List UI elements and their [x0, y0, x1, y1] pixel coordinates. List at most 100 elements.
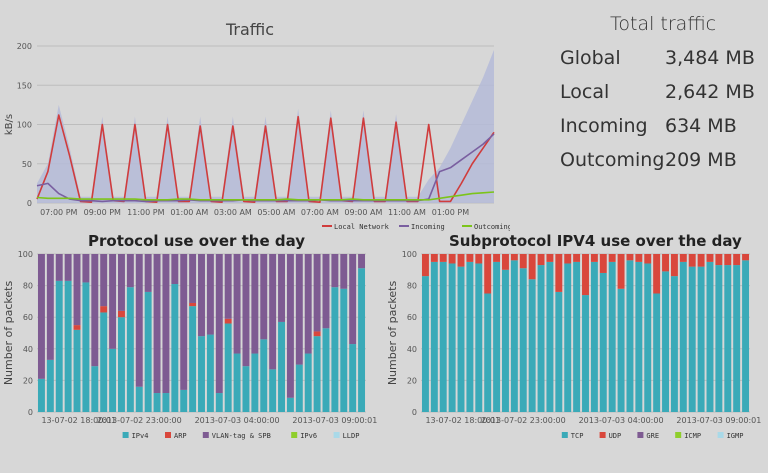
protocol-bar-ipv4	[340, 288, 348, 412]
protocol-bar-ipv4	[224, 323, 232, 412]
x-tick-label: 2013-07-03 09:00:01	[676, 416, 761, 425]
x-tick-label: 13-07-02 18:00:01	[425, 416, 500, 425]
legend-label: VLAN-tag & SPB	[212, 432, 271, 440]
subprotocol-bar-tcp	[466, 261, 474, 412]
legend-label: IPv6	[300, 432, 317, 440]
protocol-bar-vlan	[162, 254, 170, 394]
subprotocol-bar-udp	[733, 254, 741, 266]
subprotocol-bar-udp	[555, 254, 563, 292]
protocol-bar-ipv4	[162, 393, 170, 412]
subprotocol-bar-tcp	[546, 261, 554, 412]
protocol-bar-ipv4	[153, 393, 161, 412]
protocol-bar-vlan	[278, 254, 285, 322]
total-row-value: 209 MB	[665, 149, 737, 171]
legend-swatch	[599, 432, 606, 438]
subprotocol-bar-tcp	[617, 288, 625, 412]
protocol-bar-vlan	[251, 254, 259, 354]
y-tick-label: 100	[402, 250, 417, 259]
subprotocol-bar-tcp	[573, 261, 581, 412]
protocol-bar-vlan	[233, 254, 241, 354]
protocol-bar-ipv4	[171, 284, 179, 412]
y-tick-label: 100	[18, 250, 33, 259]
legend-label: GRE	[646, 432, 659, 440]
subprotocol-bar-udp	[679, 254, 687, 262]
subprotocol-bar-tcp	[608, 261, 616, 412]
protocol-bar-vlan	[135, 254, 143, 387]
protocol-bar-ipv4	[269, 369, 277, 412]
protocol-bar-ipv4	[198, 336, 205, 412]
protocol-bar-vlan	[73, 254, 81, 326]
protocol-bar-ipv4	[100, 312, 108, 412]
y-tick-label: 0	[28, 408, 33, 417]
x-tick-label: 07:00 AM	[301, 208, 339, 217]
subprotocol-bar-tcp	[475, 263, 483, 412]
subprotocol-bar-udp	[715, 254, 723, 266]
protocol-bar-vlan	[340, 254, 348, 289]
subprotocol-bar-udp	[466, 254, 474, 262]
subprotocol-bar-tcp	[439, 261, 447, 412]
y-tick-label: 40	[407, 345, 417, 354]
protocol-bar-ipv4	[331, 287, 339, 412]
subprotocol-bar-udp	[537, 254, 545, 266]
protocol-bar-ipv4	[144, 291, 152, 412]
y-tick-label: 60	[407, 313, 417, 322]
legend-label: UDP	[609, 432, 622, 440]
y-tick-label: 0	[412, 408, 417, 417]
x-tick-label: 13-07-02 18:00:01	[41, 416, 116, 425]
x-tick-label: 2013-07-03 04:00:00	[195, 416, 280, 425]
legend-label: Outcoming	[474, 223, 510, 231]
total-row-value: 2,642 MB	[665, 81, 755, 103]
protocol-bar-vlan	[171, 254, 179, 285]
protocol-bar-vlan	[242, 254, 250, 367]
protocol-bar-ipv4	[109, 348, 117, 412]
subprotocol-bar-udp	[439, 254, 447, 262]
protocol-bar-vlan	[198, 254, 205, 337]
x-tick-label: 11:00 AM	[388, 208, 426, 217]
subprotocol-bar-udp	[430, 254, 438, 262]
legend-swatch	[202, 432, 209, 438]
protocol-bar-vlan	[189, 254, 197, 303]
subprotocol-bar-udp	[502, 254, 509, 270]
legend-swatch	[122, 432, 129, 438]
series-line-outcoming	[36, 191, 495, 201]
subprotocol-bar-udp	[688, 254, 696, 267]
subprotocol-bar-tcp	[493, 261, 501, 412]
protocol-bar-vlan	[153, 254, 161, 394]
subprotocol-bar-tcp	[715, 265, 723, 412]
protocol-bar-ipv4	[304, 353, 312, 412]
subprotocol-bar-tcp	[679, 261, 687, 412]
subprotocol-bar-tcp	[733, 265, 741, 412]
legend-label: IGMP	[727, 432, 744, 440]
subprotocol-bar-udp	[457, 254, 465, 267]
subprotocol-bar-udp	[519, 254, 527, 269]
y-tick-label: 100	[17, 121, 32, 130]
x-tick-label: 2013-07-03 09:00:01	[292, 416, 377, 425]
x-tick-label: 2013-07-03 04:00:00	[579, 416, 664, 425]
y-axis-label: Number of packets	[386, 281, 399, 386]
subprotocol-bar-tcp	[653, 293, 661, 412]
protocol-bar-arp	[73, 325, 81, 330]
legend-swatch	[637, 432, 644, 438]
subprotocol-bar-tcp	[457, 266, 465, 412]
x-tick-label: 05:00 AM	[257, 208, 295, 217]
subprotocol-bar-tcp	[590, 261, 598, 412]
subprotocol-bar-tcp	[582, 295, 589, 412]
total-row-label: Outcoming	[560, 149, 665, 171]
protocol-bar-vlan	[260, 254, 268, 340]
subprotocol-bar-udp	[528, 254, 536, 280]
subprotocol-bar-tcp	[421, 276, 429, 412]
protocol-bar-ipv4	[295, 364, 303, 412]
subprotocol-bar-udp	[617, 254, 625, 289]
subprotocol-bar-tcp	[599, 272, 607, 412]
protocol-bar-ipv4	[46, 359, 54, 412]
protocol-bar-ipv4	[242, 366, 250, 412]
protocol-bar-vlan	[46, 254, 54, 360]
protocol-bar-ipv4	[189, 306, 197, 412]
subprotocol-bar-udp	[582, 254, 589, 296]
protocol-bar-ipv4	[135, 386, 143, 412]
subprotocol-bar-tcp	[502, 269, 509, 412]
protocol-bar-arp	[313, 331, 321, 337]
legend-swatch	[165, 432, 171, 438]
protocol-bar-vlan	[109, 254, 117, 349]
y-tick-label: 20	[23, 376, 33, 385]
